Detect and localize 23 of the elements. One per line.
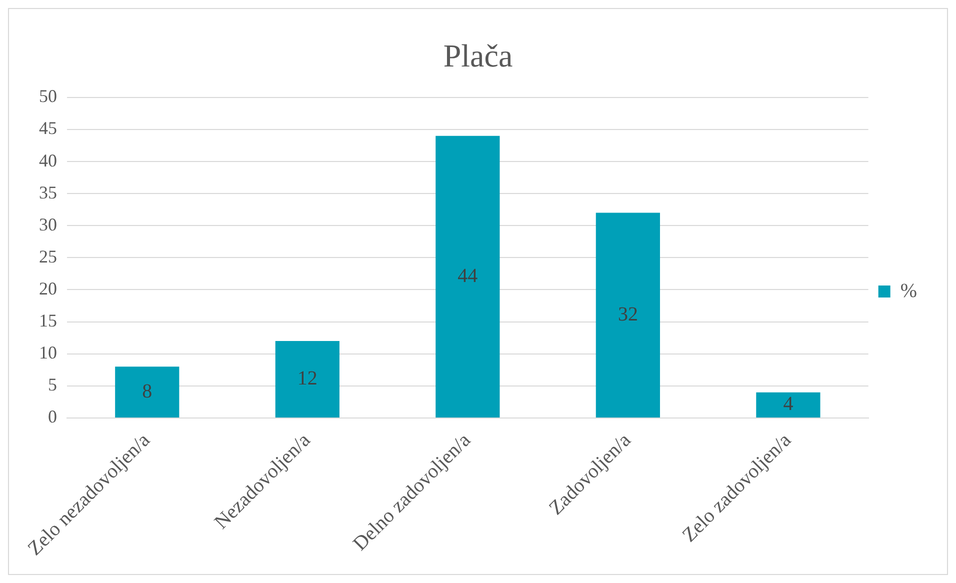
y-tick-label: 0 [48,406,57,427]
y-tick-label: 5 [48,374,57,395]
y-tick-label: 10 [39,342,57,363]
y-tick-label: 50 [39,86,57,106]
chart-title: Plača [443,38,513,74]
data-label: 32 [618,303,638,326]
y-tick-label: 40 [39,150,57,170]
data-label: 4 [783,393,794,416]
y-tick-label: 25 [39,246,57,266]
bar [756,392,820,418]
y-tick-label: 15 [39,310,57,331]
y-tick-label: 35 [39,182,57,202]
legend-label: % [900,280,918,302]
y-tick-label: 45 [39,118,57,138]
bar [275,341,340,418]
data-label: 12 [297,368,318,390]
y-tick-label: 30 [39,214,57,234]
data-label: 8 [142,380,152,402]
bar [436,136,500,418]
bar [596,212,660,418]
y-tick-label: 20 [39,278,57,298]
bar [115,366,180,418]
data-label: 44 [458,264,478,287]
